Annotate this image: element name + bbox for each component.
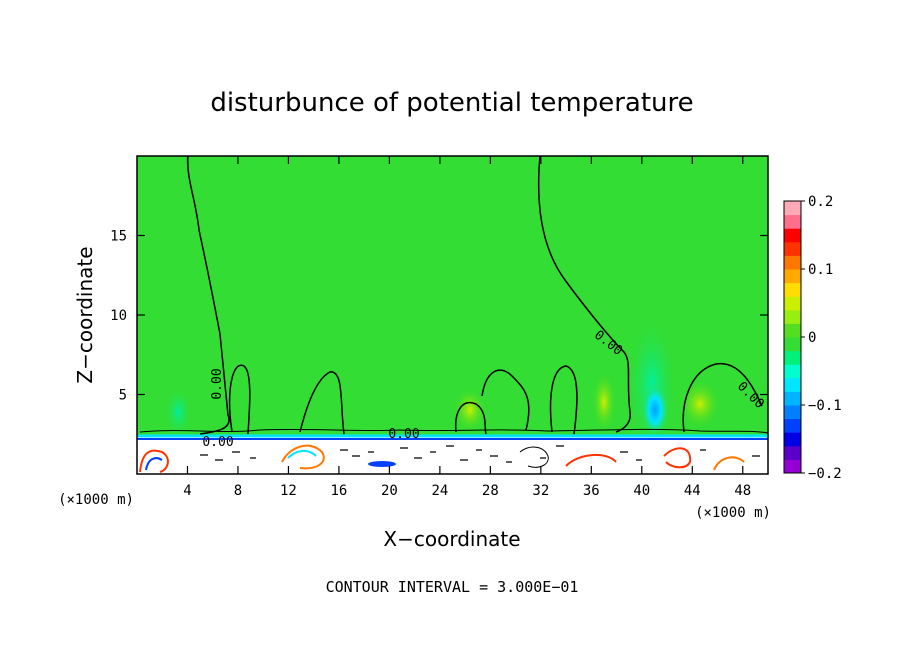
x-tick-label: 40 [633,483,650,499]
colorbar-swatch [784,337,801,352]
plot-area [137,156,768,474]
x-axis-label: X−coordinate [383,527,520,551]
colorbar-swatch [784,323,801,338]
x-tick-label: 24 [431,483,448,499]
x-ticks: 4 8 12 16 20 24 28 32 36 40 44 48 [183,156,751,499]
surface-eddy-46 [713,456,745,471]
colorbar-swatch [784,445,801,460]
colorbar-swatch [784,214,801,229]
y-tick-label: 5 [119,388,127,404]
surface-layer [137,437,768,474]
surface-eddy-mid [519,446,549,468]
y-tick-label: 15 [110,229,127,245]
surface-eddy-15 [281,444,325,470]
chart-title: disturbunce of potential temperature [210,88,693,118]
x-tick-label: 48 [734,483,751,499]
colorbar-swatch [784,241,801,256]
colorbar-swatch [784,309,801,324]
zero-contour-left [187,156,230,435]
surface-eddy-36 [565,454,617,467]
y-axis-label: Z−coordinate [73,246,97,383]
colorbar-tick-label: 0.2 [808,194,833,210]
surface-eddy-42 [663,447,692,469]
colorbar-swatch [784,201,801,216]
zero-contour-lobe-6 [682,363,763,433]
contour-label: 0.00 [388,427,419,442]
contour-label: 0.00 [202,435,233,450]
colorbar-swatch [784,405,801,420]
colorbar-swatch [784,377,801,392]
contour-interval-note: CONTOUR INTERVAL = 3.000E−01 [326,578,579,596]
surface-eddy-left-2 [145,457,163,471]
anomaly-x34 [592,372,616,432]
colorbar-swatch [784,459,801,474]
colorbar-swatch [784,350,801,365]
x-tick-label: 16 [330,483,347,499]
colorbar-swatch [784,418,801,433]
surface-eddy-15b [287,450,317,459]
surface-eddy-left [139,449,169,473]
colorbar-swatch [784,282,801,297]
zero-contour-lobe-1 [228,364,251,435]
x-unit-left: (×1000 m) [58,492,134,508]
colorbar-tick-label: 0 [808,330,816,346]
x-tick-label: 20 [381,483,398,499]
colorbar-tick-label: −0.1 [808,398,842,414]
y-ticks: 5 10 15 [110,229,768,404]
x-tick-label: 4 [183,483,191,499]
surface-dash-contours [200,445,760,463]
colorbar-swatch [784,432,801,447]
x-tick-label: 12 [280,483,297,499]
anomaly-x41-core [641,382,669,438]
x-unit-right: (×1000 m) [695,505,771,521]
x-tick-label: 8 [234,483,242,499]
contour-label: 0.00 [210,368,225,399]
x-tick-label: 32 [532,483,549,499]
colorbar-swatch [784,364,801,379]
zero-contour-lobe-2 [299,371,345,435]
colorbar-ticks: 0.2 0.1 0 −0.1 −0.2 [801,194,842,482]
colorbar-tick-label: 0.1 [808,262,833,278]
x-tick-label: 44 [684,483,701,499]
colorbar-swatch [784,255,801,270]
anomaly-x6 [164,386,192,438]
zero-contour-right [537,156,631,433]
y-tick-label: 10 [110,308,127,324]
x-tick-label: 28 [482,483,499,499]
zero-contour-lobe-4 [481,369,530,431]
zero-contour-lobe-3 [454,401,487,435]
surface-blue-spot [368,461,396,467]
colorbar-swatch [784,296,801,311]
zero-contour-surface [139,428,768,434]
colorbar-swatch [784,391,801,406]
x-tick-label: 36 [583,483,600,499]
colorbar-tick-label: −0.2 [808,466,842,482]
colorbar-swatch [784,228,801,243]
colorbar [783,200,802,474]
zero-contour-lobe-5 [549,365,578,435]
colorbar-swatch [784,269,801,284]
anomaly-x46 [680,380,720,428]
anomaly-x26 [454,388,486,432]
